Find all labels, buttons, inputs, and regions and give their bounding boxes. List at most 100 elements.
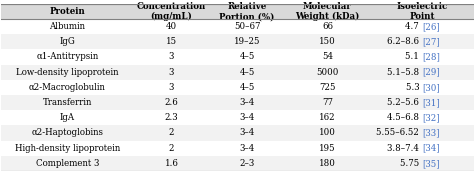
Text: [30]: [30] bbox=[422, 83, 440, 92]
Bar bbox=[285, 156, 370, 171]
Bar bbox=[1, 4, 134, 19]
Text: 180: 180 bbox=[319, 159, 336, 168]
Text: 3.8–7.4: 3.8–7.4 bbox=[387, 144, 422, 153]
Text: 4.5–6.8: 4.5–6.8 bbox=[387, 113, 422, 122]
Text: 5.55–6.52: 5.55–6.52 bbox=[376, 128, 422, 137]
Text: Molecular
Weight (kDa): Molecular Weight (kDa) bbox=[295, 2, 360, 21]
Text: 4–5: 4–5 bbox=[239, 68, 255, 77]
Bar bbox=[285, 19, 370, 34]
Bar bbox=[209, 110, 285, 125]
Bar bbox=[134, 34, 209, 49]
Bar bbox=[285, 65, 370, 80]
Bar bbox=[134, 4, 209, 19]
Bar bbox=[285, 125, 370, 141]
Text: [26]: [26] bbox=[422, 22, 440, 31]
Text: High-density lipoprotein: High-density lipoprotein bbox=[15, 144, 120, 153]
Text: IgG: IgG bbox=[60, 37, 75, 46]
Bar bbox=[209, 156, 285, 171]
Text: 2: 2 bbox=[169, 144, 174, 153]
Bar bbox=[285, 49, 370, 65]
Text: 66: 66 bbox=[322, 22, 333, 31]
Text: [28]: [28] bbox=[422, 52, 440, 62]
Bar bbox=[134, 80, 209, 95]
Bar bbox=[209, 80, 285, 95]
Text: 195: 195 bbox=[319, 144, 336, 153]
Text: 77: 77 bbox=[322, 98, 333, 107]
Bar bbox=[134, 110, 209, 125]
Text: Low-density lipoprotein: Low-density lipoprotein bbox=[16, 68, 118, 77]
Text: 6.2–8.6: 6.2–8.6 bbox=[387, 37, 422, 46]
Text: 3–4: 3–4 bbox=[239, 113, 255, 122]
Bar bbox=[1, 65, 134, 80]
Text: 3: 3 bbox=[169, 83, 174, 92]
Text: Protein: Protein bbox=[49, 7, 85, 16]
Bar bbox=[370, 49, 474, 65]
Text: Relative
Portion (%): Relative Portion (%) bbox=[219, 2, 275, 21]
Text: 2–3: 2–3 bbox=[239, 159, 255, 168]
Text: [33]: [33] bbox=[422, 128, 439, 137]
Text: 40: 40 bbox=[166, 22, 177, 31]
Text: 150: 150 bbox=[319, 37, 336, 46]
Bar bbox=[134, 49, 209, 65]
Bar bbox=[209, 65, 285, 80]
Bar bbox=[370, 141, 474, 156]
Bar bbox=[370, 80, 474, 95]
Text: 100: 100 bbox=[319, 128, 336, 137]
Text: [29]: [29] bbox=[422, 68, 440, 77]
Bar bbox=[134, 156, 209, 171]
Bar bbox=[370, 95, 474, 110]
Text: 2.3: 2.3 bbox=[164, 113, 178, 122]
Text: IgA: IgA bbox=[60, 113, 75, 122]
Text: 3–4: 3–4 bbox=[239, 98, 255, 107]
Bar bbox=[134, 19, 209, 34]
Text: 3: 3 bbox=[169, 52, 174, 62]
Text: 19–25: 19–25 bbox=[234, 37, 260, 46]
Text: α1-Antitrypsin: α1-Antitrypsin bbox=[36, 52, 99, 62]
Text: 5.2–5.6: 5.2–5.6 bbox=[387, 98, 422, 107]
Text: [35]: [35] bbox=[422, 159, 439, 168]
Bar bbox=[1, 125, 134, 141]
Text: 162: 162 bbox=[319, 113, 336, 122]
Bar bbox=[285, 141, 370, 156]
Text: 3–4: 3–4 bbox=[239, 144, 255, 153]
Text: 15: 15 bbox=[166, 37, 177, 46]
Bar bbox=[1, 141, 134, 156]
Bar bbox=[1, 49, 134, 65]
Bar bbox=[370, 156, 474, 171]
Bar bbox=[370, 110, 474, 125]
Bar bbox=[134, 65, 209, 80]
Text: Complement 3: Complement 3 bbox=[36, 159, 99, 168]
Text: 5000: 5000 bbox=[316, 68, 338, 77]
Text: 4–5: 4–5 bbox=[239, 83, 255, 92]
Text: [34]: [34] bbox=[422, 144, 439, 153]
Text: 5.1–5.8: 5.1–5.8 bbox=[387, 68, 422, 77]
Bar bbox=[209, 141, 285, 156]
Text: 3–4: 3–4 bbox=[239, 128, 255, 137]
Bar bbox=[1, 95, 134, 110]
Bar bbox=[209, 19, 285, 34]
Text: 5.1: 5.1 bbox=[405, 52, 422, 62]
Text: 54: 54 bbox=[322, 52, 333, 62]
Text: 2: 2 bbox=[169, 128, 174, 137]
Bar bbox=[285, 34, 370, 49]
Bar bbox=[209, 34, 285, 49]
Bar bbox=[370, 65, 474, 80]
Bar bbox=[209, 4, 285, 19]
Bar bbox=[370, 125, 474, 141]
Bar bbox=[209, 95, 285, 110]
Bar bbox=[1, 80, 134, 95]
Text: Concentration
(mg/mL): Concentration (mg/mL) bbox=[137, 2, 206, 21]
Bar bbox=[1, 34, 134, 49]
Bar bbox=[370, 34, 474, 49]
Text: [31]: [31] bbox=[422, 98, 440, 107]
Text: 50–67: 50–67 bbox=[234, 22, 260, 31]
Text: 3: 3 bbox=[169, 68, 174, 77]
Text: 725: 725 bbox=[319, 83, 336, 92]
Text: [27]: [27] bbox=[422, 37, 440, 46]
Bar bbox=[1, 110, 134, 125]
Text: 5.3: 5.3 bbox=[406, 83, 422, 92]
Bar bbox=[1, 19, 134, 34]
Bar bbox=[285, 110, 370, 125]
Text: α2-Haptoglobins: α2-Haptoglobins bbox=[31, 128, 103, 137]
Bar bbox=[370, 4, 474, 19]
